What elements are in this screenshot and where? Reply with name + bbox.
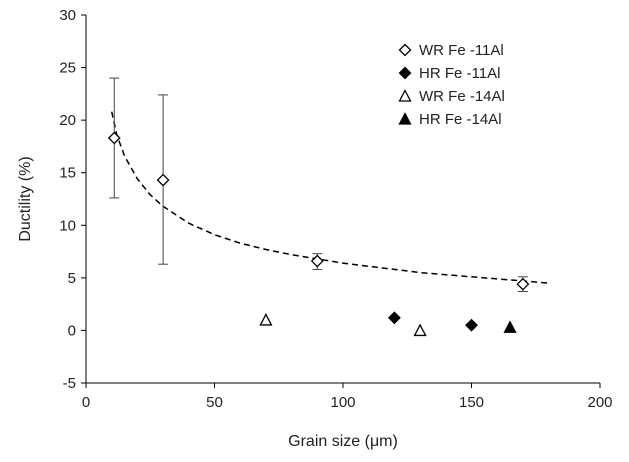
y-axis-title: Ductility (%) xyxy=(17,156,34,241)
y-tick-label: 20 xyxy=(59,112,76,129)
legend-label: WR Fe -14Al xyxy=(419,88,505,105)
data-point-series-2 xyxy=(465,318,478,332)
data-point-series-1 xyxy=(156,173,170,187)
y-tick-label: 5 xyxy=(68,270,76,287)
y-tick-label: 25 xyxy=(59,60,76,77)
data-point-series-1 xyxy=(516,277,530,291)
x-tick-label: 200 xyxy=(587,394,612,411)
axis-ticks: 0 50 100 150 200 -5 0 5 10 15 20 25 30 xyxy=(59,7,612,411)
data-point-series-4 xyxy=(503,320,517,333)
x-tick-label: 0 xyxy=(82,394,90,411)
plot-area: 0 50 100 150 200 -5 0 5 10 15 20 25 30 xyxy=(59,7,612,411)
y-tick-label: 30 xyxy=(59,7,76,24)
trendline xyxy=(110,111,549,284)
legend-marker xyxy=(398,43,412,57)
x-tick-label: 50 xyxy=(206,394,223,411)
x-tick-label: 100 xyxy=(330,394,355,411)
data-point-series-3 xyxy=(413,323,427,337)
data-point-series-1 xyxy=(107,131,121,145)
data-markers xyxy=(107,131,530,337)
legend-marker xyxy=(398,66,412,80)
data-point-series-2 xyxy=(387,311,401,325)
y-tick-label: 10 xyxy=(59,217,76,234)
legend-label: HR Fe -11Al xyxy=(419,65,500,82)
y-tick-label: -5 xyxy=(63,375,76,392)
legend-label: HR Fe -14Al xyxy=(419,111,502,128)
data-point-series-1 xyxy=(310,254,324,268)
y-tick-label: 15 xyxy=(59,165,76,182)
x-axis-title: Grain size (μm) xyxy=(288,433,398,450)
x-tick-label: 150 xyxy=(459,394,484,411)
legend-label: WR Fe -11Al xyxy=(419,42,504,59)
legend: WR Fe -11Al HR Fe -11Al WR Fe -14Al HR Fe -… xyxy=(398,42,505,128)
y-tick-label: 0 xyxy=(68,322,76,339)
legend-marker xyxy=(398,112,412,125)
legend-marker xyxy=(398,89,412,102)
data-point-series-3 xyxy=(259,313,273,326)
